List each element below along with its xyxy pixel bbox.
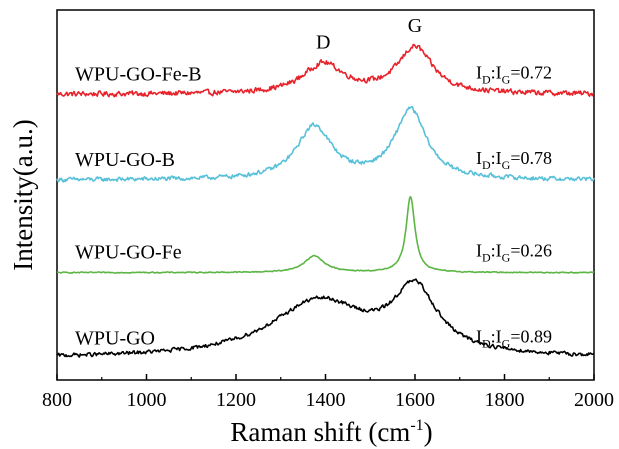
series-label: WPU-GO-Fe-B: [75, 63, 202, 85]
series-line-wpu-go-fe: [56, 195, 595, 274]
ratio-label: ID:IG=0.78: [476, 148, 552, 172]
ratio-label: ID:IG=0.89: [476, 326, 552, 350]
series-line-wpu-go: [56, 278, 595, 358]
x-tick-label: 2000: [574, 389, 614, 411]
labels-group: WPU-GO-Fe-B ID:IG=0.72 WPU-GO-B ID:IG=0.78 W…: [75, 15, 552, 350]
series-line-wpu-go-fe-b: [56, 43, 594, 98]
peak-label-g: G: [408, 15, 422, 37]
series-label: WPU-GO-B: [75, 149, 175, 171]
x-axis-title: Raman shift (cm-1): [230, 417, 432, 447]
x-tick-label: 1200: [216, 389, 256, 411]
axes: 800 1000 1200 1400 1600 1800 2000 Raman shift (…: [8, 9, 614, 447]
ratio-label: ID:IG=0.72: [476, 62, 552, 86]
peak-label-d: D: [316, 31, 330, 53]
x-tick-label: 1800: [485, 389, 525, 411]
x-tick-label: 1000: [127, 389, 167, 411]
x-tick-label: 800: [42, 389, 72, 411]
x-tick-label: 1400: [306, 389, 346, 411]
x-tick-label: 1600: [395, 389, 435, 411]
series-line-wpu-go-b: [56, 106, 595, 183]
y-axis-title: Intensity(a.u.): [8, 119, 38, 270]
series-label: WPU-GO: [75, 327, 155, 349]
series-group: [56, 43, 595, 358]
series-label: WPU-GO-Fe: [75, 242, 182, 264]
ratio-label: ID:IG=0.26: [476, 241, 552, 265]
